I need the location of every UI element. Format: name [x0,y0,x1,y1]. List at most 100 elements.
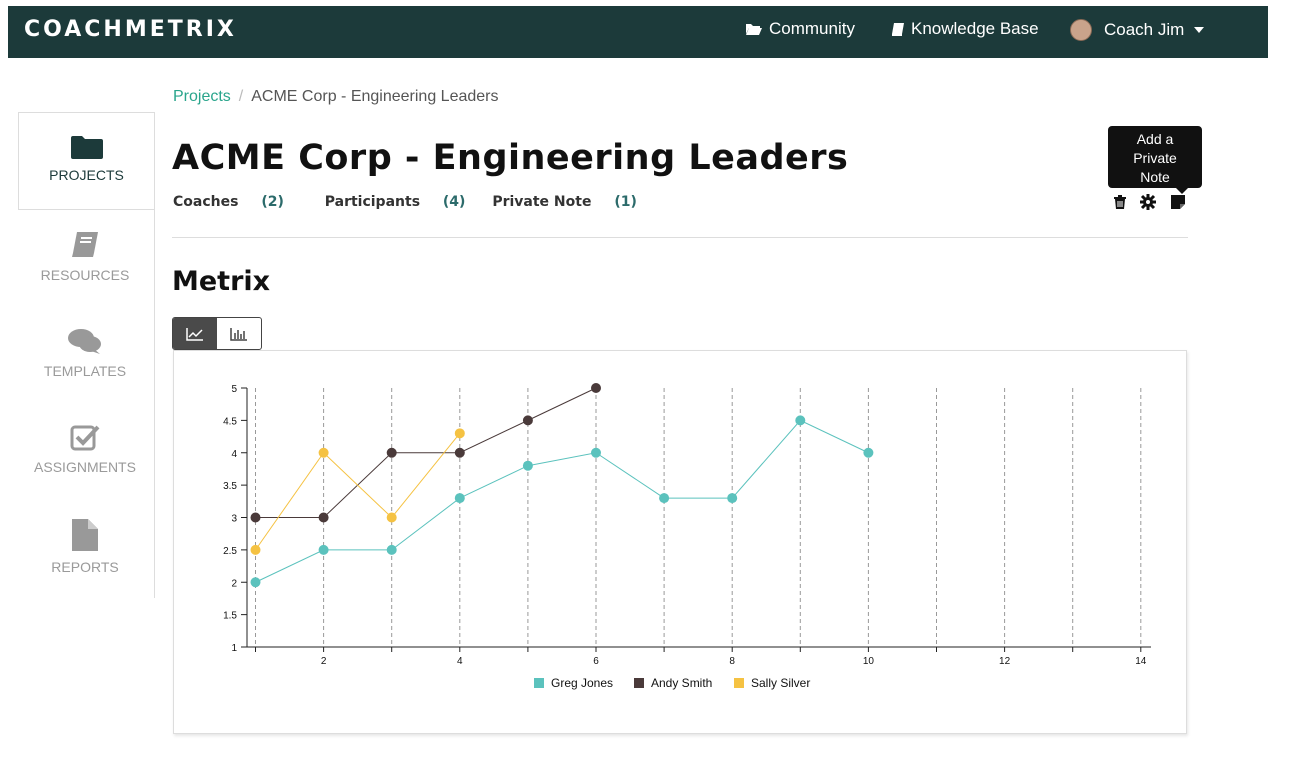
sidebar-item-label: REPORTS [51,559,119,575]
data-point [659,493,670,504]
x-tick-label: 8 [729,656,735,667]
breadcrumb-current: ACME Corp - Engineering Leaders [251,88,499,105]
data-point [591,447,601,458]
data-point [250,577,261,588]
sidebar-item-label: PROJECTS [49,167,124,183]
breadcrumb-projects-link[interactable]: Projects [173,88,231,105]
sidebar-item-resources[interactable]: RESOURCES [18,209,152,305]
x-tick-label: 14 [1135,656,1147,667]
y-tick-label: 2.5 [223,546,237,557]
data-point [250,544,261,555]
line-chart-button[interactable] [173,318,217,349]
data-point [386,544,397,555]
sidebar-item-reports[interactable]: REPORTS [18,497,152,593]
folder-icon [70,136,103,159]
caret-down-icon [1194,27,1205,33]
legend-swatch [634,678,644,688]
sidebar-item-label: ASSIGNMENTS [34,459,136,475]
y-tick-label: 3.5 [223,481,237,492]
participants-label: Participants [324,194,421,210]
legend-label: Andy Smith [651,676,712,690]
trash-icon[interactable] [1112,194,1128,210]
private-note-label: Private Note [492,194,592,210]
coaches-label: Coaches [173,194,239,210]
sidebar-item-templates[interactable]: TEMPLATES [18,305,152,401]
y-tick-label: 5 [231,384,237,395]
participants-count: (4) [442,194,466,210]
check-square-icon [70,425,100,451]
sidebar-item-label: TEMPLATES [43,363,127,379]
data-point [863,447,874,458]
x-tick-label: 6 [593,656,599,667]
data-point [727,493,738,504]
data-point [250,512,261,523]
private-note-link[interactable]: Private Note (1) [492,194,655,210]
y-tick-label: 4.5 [223,416,237,427]
y-tick-label: 4 [231,449,237,460]
user-menu[interactable]: Coach Jim [1070,19,1205,41]
metrix-line-chart: 1 1.5 2 2.5 3 3.5 4 4.5 5 2 4 6 8 10 12 14 Greg Jones And… [223,383,1151,690]
x-tick-label: 4 [457,656,463,667]
folder-open-icon [746,24,762,35]
data-point [522,460,533,471]
knowledge-base-link[interactable]: Knowledge Base [891,19,1039,39]
gear-icon[interactable] [1140,194,1156,210]
data-point [454,428,465,439]
legend-label: Greg Jones [551,676,613,690]
x-tick-label: 12 [999,656,1011,667]
coaches-link[interactable]: Coaches (2) [173,194,302,210]
series-line [255,387,597,518]
x-tick-label: 2 [321,656,327,667]
breadcrumb: Projects / ACME Corp - Engineering Leaders [173,88,498,106]
sidebar: PROJECTS RESOURCES TEMPLATES ASSIGNMENTS… [18,112,155,598]
avatar [1070,19,1092,41]
chart-type-toggle [172,317,262,350]
participants-link[interactable]: Participants (4) [325,194,484,210]
sidebar-item-projects[interactable]: PROJECTS [18,112,154,210]
user-name: Coach Jim [1104,20,1185,39]
data-point [386,447,397,458]
tooltip-line: Add a [1136,131,1174,147]
y-tick-label: 3 [231,514,237,525]
sticky-note-icon[interactable] [1170,194,1186,210]
data-point [522,415,533,426]
y-tick-label: 1 [231,643,237,654]
legend-label: Sally Silver [751,676,810,690]
data-point [318,512,329,523]
community-label: Community [769,19,855,38]
knowledge-base-label: Knowledge Base [911,19,1039,38]
tooltip-line: Private [1133,150,1177,166]
line-chart-icon [186,327,203,341]
comments-icon [68,329,101,354]
private-note-tooltip: Add a Private Note [1108,126,1202,194]
app-logo[interactable]: COACHMETRIX [24,17,237,42]
legend-swatch [734,678,744,688]
data-point [795,415,806,426]
bar-chart-button[interactable] [217,318,261,349]
x-tick-label: 10 [863,656,875,667]
y-tick-label: 2 [231,578,237,589]
data-point [318,544,329,555]
breadcrumb-separator: / [238,88,244,105]
data-point [386,512,397,523]
section-title: Metrix [172,266,271,297]
sidebar-item-label: RESOURCES [40,267,130,283]
chart-container: 1 1.5 2 2.5 3 3.5 4 4.5 5 2 4 6 8 10 12 14 Greg Jones And… [173,350,1187,734]
coaches-count: (2) [261,194,284,210]
data-point [318,447,329,458]
sidebar-item-assignments[interactable]: ASSIGNMENTS [18,401,152,497]
section-divider [172,237,1188,238]
series-line [255,433,461,551]
file-icon [72,519,98,551]
bar-chart-icon [230,327,247,341]
page-title: ACME Corp - Engineering Leaders [172,138,849,178]
data-point [591,383,601,393]
book-icon [72,232,98,257]
tooltip-line: Note [1140,169,1170,185]
data-point [454,493,465,504]
private-note-count: (1) [614,194,637,210]
series-line [255,419,869,583]
project-subnav: Coaches (2) Participants (4) Private Not… [173,194,673,210]
y-tick-label: 1.5 [223,611,237,622]
community-link[interactable]: Community [745,19,855,39]
